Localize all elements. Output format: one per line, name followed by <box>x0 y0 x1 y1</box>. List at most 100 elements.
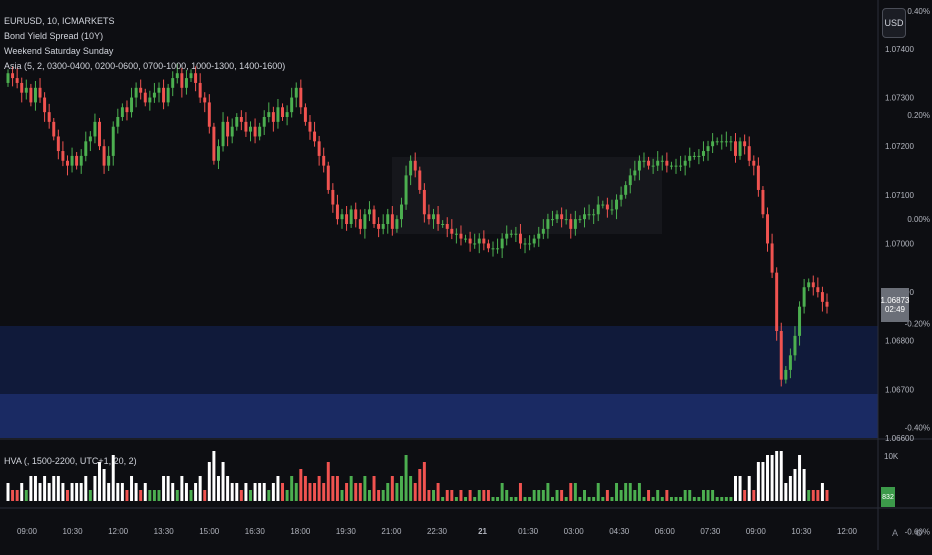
candle-body <box>679 165 683 167</box>
candle-body <box>221 121 225 147</box>
candle-body <box>450 228 454 234</box>
volume-bar <box>473 497 477 501</box>
volume-bar <box>349 476 353 501</box>
chart-legend: EURUSD, 10, ICMARKETS Bond Yield Spread … <box>4 14 285 74</box>
candle-body <box>65 160 69 166</box>
volume-bar <box>98 462 101 501</box>
volume-bar <box>555 490 559 501</box>
volume-bar <box>500 483 504 501</box>
candle-body <box>84 141 88 156</box>
candle-body <box>216 146 220 161</box>
volume-bar <box>738 476 742 501</box>
volume-bar <box>184 483 188 501</box>
volume-bar <box>6 483 10 501</box>
volume-bar <box>249 490 252 501</box>
time-tick-label: 21:00 <box>381 527 402 536</box>
candle-body <box>788 355 792 370</box>
indicator-asia-sessions[interactable]: Asia (5, 2, 0300-0400, 0200-0600, 0700-1… <box>4 61 286 71</box>
candle-body <box>61 151 65 161</box>
volume-bar <box>729 497 733 501</box>
volume-bar <box>679 497 683 501</box>
indicator-weekend[interactable]: Weekend Saturday Sunday <box>4 46 114 56</box>
volume-bar <box>761 462 765 501</box>
candle-body <box>624 185 628 195</box>
volume-bar <box>752 490 756 501</box>
candle-body <box>454 233 458 235</box>
candle-body <box>162 87 166 103</box>
candle-body <box>409 160 413 176</box>
candle-body <box>592 214 596 216</box>
percent-tick-label: 0.20% <box>907 111 930 120</box>
candle-body <box>715 141 719 143</box>
volume-bar <box>578 497 582 501</box>
volume-bar <box>784 483 788 501</box>
volume-bar <box>70 483 74 501</box>
volume-bar <box>38 483 42 501</box>
candle-body <box>390 214 394 229</box>
volume-bar <box>281 483 285 501</box>
candle-body <box>798 306 802 336</box>
symbol-title[interactable]: EURUSD, 10, ICMARKETS <box>4 16 115 26</box>
volume-bar <box>139 490 143 501</box>
volume-bar <box>660 497 664 501</box>
volume-bar <box>47 483 51 501</box>
volume-bar <box>592 497 596 501</box>
candle-body <box>358 219 362 229</box>
volume-bar <box>331 476 335 501</box>
volume-bar <box>505 490 509 501</box>
candle-body <box>619 194 623 200</box>
volume-bar <box>15 490 19 501</box>
last-price-tag: 1.06873 02:49 <box>881 288 909 322</box>
candle-body <box>825 301 829 307</box>
candle-body <box>207 102 211 127</box>
candle-body <box>244 121 248 132</box>
volume-bar <box>514 497 518 501</box>
volume-bar <box>166 476 170 501</box>
volume-bar <box>226 476 230 501</box>
candle-body <box>569 219 573 229</box>
volume-bar <box>811 490 815 501</box>
candle-body <box>642 160 646 162</box>
candle-body <box>706 146 710 152</box>
auto-scale-icon[interactable]: A <box>891 528 898 538</box>
candle-body <box>20 82 24 93</box>
currency-button[interactable]: USD <box>882 8 906 38</box>
volume-bar <box>651 497 655 501</box>
candle-body <box>486 243 490 249</box>
candle-body <box>294 87 298 98</box>
candle-body <box>775 272 779 331</box>
volume-indicator-label[interactable]: HVA (, 1500-2200, UTC+1, 20, 2) <box>4 456 137 466</box>
price-tick-label: 1.06800 <box>885 337 914 346</box>
candle-body <box>701 151 705 156</box>
volume-bar <box>798 455 802 501</box>
settings-icon[interactable]: ⚙ <box>914 527 924 538</box>
volume-bar <box>258 483 262 501</box>
volume-bar <box>230 483 234 501</box>
volume-bar <box>381 490 385 501</box>
volume-bar <box>464 497 468 501</box>
volume-bar <box>569 483 573 501</box>
volume-bar <box>253 483 257 501</box>
volume-bar <box>111 455 115 501</box>
volume-bar <box>180 476 184 501</box>
last-price: 1.06873 <box>880 296 910 305</box>
candle-body <box>363 214 367 229</box>
volume-bar <box>496 497 500 501</box>
candle-body <box>752 160 756 166</box>
time-tick-label: 04:30 <box>609 527 630 536</box>
candle-body <box>564 219 568 221</box>
volume-bar <box>688 490 692 501</box>
volume-bar <box>583 490 586 501</box>
candle-body <box>290 97 294 113</box>
volume-bar <box>432 490 436 501</box>
candle-body <box>688 155 692 161</box>
candle-body <box>413 160 417 171</box>
volume-bar <box>363 476 367 501</box>
volume-bar <box>271 483 275 501</box>
time-tick-label: 03:00 <box>564 527 585 536</box>
candle-body <box>518 233 522 244</box>
candle-body <box>793 335 797 356</box>
indicator-bond-yield-spread[interactable]: Bond Yield Spread (10Y) <box>4 31 104 41</box>
